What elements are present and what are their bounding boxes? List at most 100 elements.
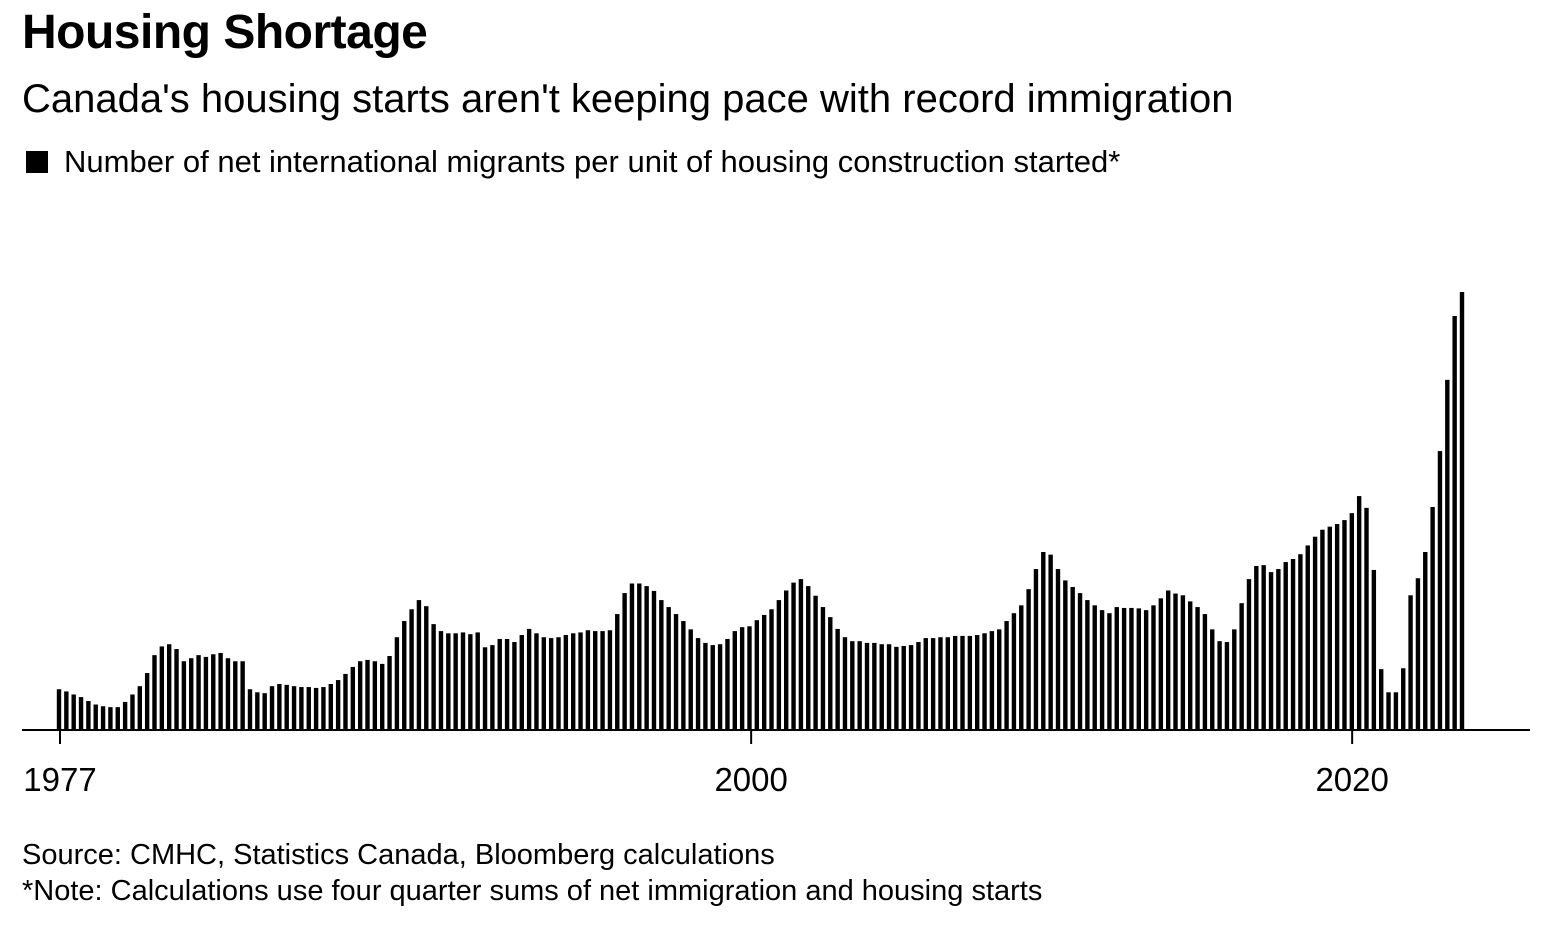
bar bbox=[1356, 496, 1362, 729]
bar bbox=[1254, 566, 1259, 729]
bar bbox=[739, 627, 745, 729]
bar bbox=[1026, 589, 1031, 729]
bar bbox=[115, 707, 120, 729]
bar bbox=[409, 609, 414, 729]
bar bbox=[1327, 526, 1332, 729]
bar bbox=[1268, 572, 1274, 729]
bar bbox=[1298, 554, 1303, 729]
bar bbox=[710, 645, 715, 729]
note-text: *Note: Calculations use four quarter sum… bbox=[22, 875, 1043, 907]
bar bbox=[644, 586, 649, 729]
bar bbox=[629, 583, 635, 729]
x-tick-label: 2020 bbox=[1315, 761, 1388, 798]
bar bbox=[468, 634, 473, 729]
bar bbox=[593, 631, 598, 729]
bar bbox=[1085, 600, 1090, 729]
bar bbox=[402, 621, 407, 729]
bar bbox=[607, 630, 613, 729]
bar bbox=[512, 642, 517, 729]
bar bbox=[1305, 545, 1310, 729]
bar bbox=[394, 637, 400, 729]
bar bbox=[930, 638, 936, 729]
bar bbox=[1092, 605, 1097, 729]
bar bbox=[497, 638, 502, 729]
bar bbox=[203, 656, 209, 729]
bar bbox=[284, 684, 289, 729]
bar bbox=[218, 652, 223, 729]
bar bbox=[850, 641, 855, 729]
bar bbox=[1290, 559, 1296, 729]
bar bbox=[1180, 595, 1186, 729]
bar bbox=[196, 655, 201, 729]
bar bbox=[446, 633, 451, 729]
bar bbox=[1011, 613, 1017, 729]
legend-label: Number of net international migrants per… bbox=[64, 144, 1121, 179]
bar bbox=[1217, 641, 1222, 729]
bar bbox=[1261, 565, 1266, 730]
bar bbox=[431, 624, 436, 729]
bar bbox=[357, 661, 363, 729]
bar bbox=[548, 638, 554, 729]
bar bbox=[1173, 593, 1178, 729]
x-tick-label: 1977 bbox=[23, 761, 96, 798]
bar bbox=[1158, 598, 1164, 729]
bar bbox=[313, 687, 319, 729]
bar bbox=[997, 629, 1002, 729]
bar bbox=[1437, 451, 1443, 729]
bar bbox=[835, 628, 840, 729]
bar bbox=[519, 635, 524, 729]
bar bbox=[1239, 603, 1244, 729]
bar bbox=[100, 706, 106, 729]
bar bbox=[108, 707, 113, 729]
bar bbox=[725, 638, 730, 729]
bar bbox=[982, 633, 987, 729]
bar bbox=[556, 637, 561, 729]
bar bbox=[1459, 292, 1465, 729]
bar bbox=[78, 697, 84, 729]
bar bbox=[1165, 590, 1171, 729]
bar bbox=[1320, 529, 1325, 729]
bar bbox=[813, 595, 818, 729]
bar bbox=[1393, 692, 1399, 729]
bar bbox=[504, 638, 510, 729]
bar bbox=[806, 586, 811, 729]
bar bbox=[137, 686, 142, 729]
bar bbox=[387, 656, 392, 729]
bar bbox=[894, 646, 899, 729]
legend: Number of net international migrants per… bbox=[26, 142, 1120, 182]
bar bbox=[776, 600, 782, 729]
bar bbox=[350, 666, 356, 729]
bar bbox=[1423, 552, 1428, 729]
bar bbox=[578, 632, 583, 729]
bar bbox=[1445, 379, 1450, 729]
bar bbox=[335, 680, 341, 729]
bar bbox=[438, 631, 444, 729]
bar bbox=[460, 632, 466, 729]
bar bbox=[1224, 642, 1230, 729]
bar bbox=[144, 673, 150, 729]
bar bbox=[372, 661, 378, 729]
bar bbox=[769, 609, 774, 729]
bar bbox=[1143, 610, 1149, 729]
bar bbox=[1210, 629, 1215, 729]
bar bbox=[732, 631, 737, 729]
bar bbox=[416, 600, 422, 729]
bar bbox=[879, 644, 884, 729]
bar bbox=[299, 687, 304, 729]
bar bbox=[967, 635, 973, 729]
bar bbox=[1371, 569, 1377, 729]
bar bbox=[122, 701, 128, 729]
bar bbox=[86, 701, 91, 729]
bar bbox=[945, 637, 951, 729]
bar bbox=[960, 635, 965, 729]
bar bbox=[908, 645, 914, 729]
bar bbox=[1246, 579, 1252, 729]
bar bbox=[952, 635, 958, 729]
bar bbox=[1386, 692, 1391, 729]
bar bbox=[938, 637, 943, 729]
bar bbox=[1202, 614, 1208, 729]
bar bbox=[1379, 669, 1384, 729]
bar bbox=[159, 646, 165, 729]
bar bbox=[974, 635, 980, 729]
bar bbox=[211, 654, 216, 729]
